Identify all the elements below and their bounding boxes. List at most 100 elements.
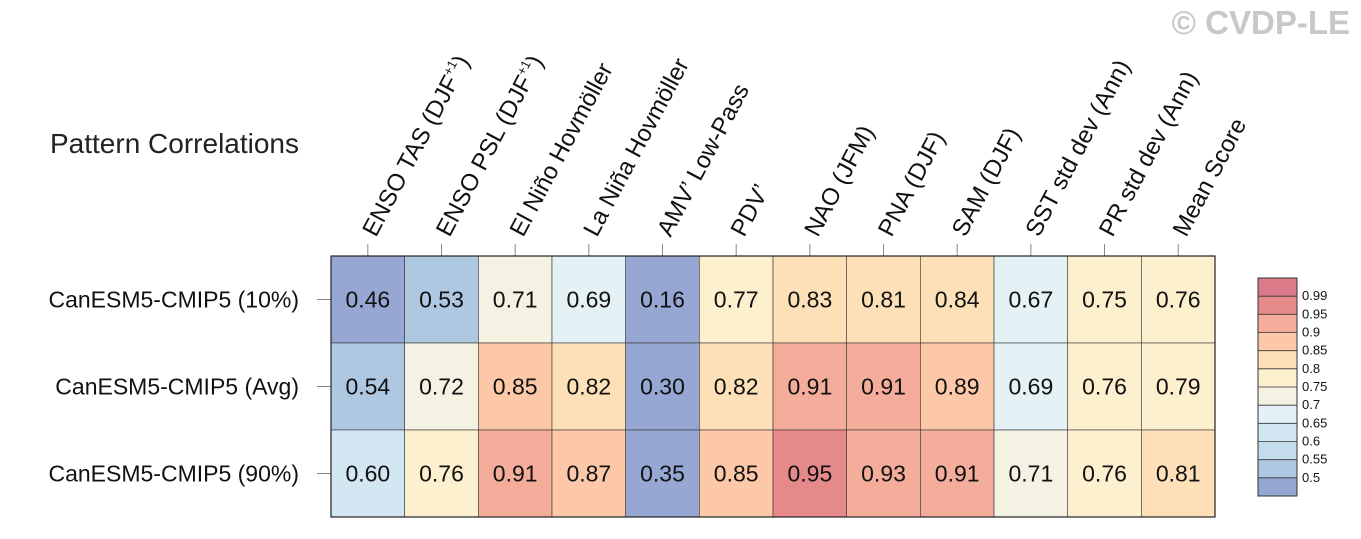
colorbar-tick-label: 0.95 xyxy=(1302,306,1327,321)
heatmap-cell xyxy=(846,429,921,518)
cell-value-label: 0.85 xyxy=(714,461,759,487)
cell-value-label: 0.67 xyxy=(1008,287,1053,313)
colorbar-segment xyxy=(1258,459,1297,478)
colorbar-segment xyxy=(1258,296,1297,315)
heatmap-frame xyxy=(330,255,1216,518)
colorbar-segment xyxy=(1258,368,1297,387)
column-label-text: SAM (DJF) xyxy=(947,123,1027,240)
colorbar-segment xyxy=(1258,441,1297,460)
heatmap-cell xyxy=(772,429,847,518)
cell-value-label: 0.76 xyxy=(419,461,464,487)
heatmap-cell xyxy=(1141,342,1216,431)
cell-value-label: 0.76 xyxy=(1082,461,1127,487)
colorbar-segment xyxy=(1258,477,1297,496)
cell-value-label: 0.46 xyxy=(345,287,390,313)
cell-value-label: 0.72 xyxy=(419,374,464,400)
cell-value-label: 0.91 xyxy=(935,461,980,487)
column-label-text: PNA (DJF) xyxy=(873,127,951,241)
chart-title: Pattern Correlations xyxy=(50,128,299,159)
row-label: CanESM5-CMIP5 (Avg) xyxy=(55,374,299,400)
colorbar-tick-label: 0.55 xyxy=(1302,452,1327,467)
heatmap-cell xyxy=(625,429,700,518)
cell-value-label: 0.53 xyxy=(419,287,464,313)
cell-value-label: 0.82 xyxy=(566,374,611,400)
heatmap-cell xyxy=(551,429,626,518)
heatmap-cell xyxy=(1141,255,1216,344)
colorbar-tick-label: 0.5 xyxy=(1302,470,1320,485)
colorbar-segment xyxy=(1258,387,1297,406)
heatmap-cell xyxy=(625,342,700,431)
colorbar-segment xyxy=(1258,350,1297,369)
column-label: PDV’ xyxy=(726,180,776,241)
heatmap-cell xyxy=(920,342,995,431)
heatmap-cell xyxy=(330,342,405,431)
row-label: CanESM5-CMIP5 (10%) xyxy=(48,287,299,313)
cell-value-label: 0.81 xyxy=(1156,461,1201,487)
colorbar-frame xyxy=(1257,277,1298,497)
heatmap-cell xyxy=(1141,429,1216,518)
cell-value-label: 0.91 xyxy=(787,374,832,400)
colorbar-tick-label: 0.8 xyxy=(1302,361,1320,376)
cell-value-label: 0.87 xyxy=(566,461,611,487)
cell-value-label: 0.75 xyxy=(1082,287,1127,313)
column-label-superscript: +1 xyxy=(514,58,534,78)
column-labels: ENSO TAS (DJF+1)ENSO PSL (DJF+1)El Niño … xyxy=(357,51,1253,256)
cell-value-label: 0.91 xyxy=(861,374,906,400)
column-label: SAM (DJF) xyxy=(947,123,1027,240)
heatmap-cell xyxy=(551,255,626,344)
cell-value-label: 0.35 xyxy=(640,461,685,487)
cell-value-label: 0.91 xyxy=(493,461,538,487)
column-label-superscript: +1 xyxy=(440,58,460,78)
cell-value-label: 0.93 xyxy=(861,461,906,487)
heatmap-cell xyxy=(772,342,847,431)
colorbar-segment xyxy=(1258,405,1297,424)
heatmap-cell xyxy=(772,255,847,344)
heatmap-cell xyxy=(920,255,995,344)
colorbar-tick-label: 0.7 xyxy=(1302,397,1320,412)
cell-value-label: 0.85 xyxy=(493,374,538,400)
heatmap-cell xyxy=(478,342,553,431)
cell-value-label: 0.76 xyxy=(1082,374,1127,400)
row-labels: CanESM5-CMIP5 (10%) CanESM5-CMIP5 (Avg) Ca… xyxy=(48,287,331,487)
heatmap-cell xyxy=(699,255,774,344)
heatmap-cell xyxy=(699,342,774,431)
cell-value-label: 0.77 xyxy=(714,287,759,313)
heatmap-cell xyxy=(1067,255,1142,344)
row-label: CanESM5-CMIP5 (90%) xyxy=(48,461,299,487)
cell-value-label: 0.54 xyxy=(345,374,390,400)
cell-value-label: 0.69 xyxy=(566,287,611,313)
column-label: PNA (DJF) xyxy=(873,127,951,241)
heatmap-cell xyxy=(625,255,700,344)
heatmap-cell xyxy=(478,255,553,344)
heatmap-cell xyxy=(551,342,626,431)
cell-value-label: 0.95 xyxy=(787,461,832,487)
cell-value-label: 0.71 xyxy=(493,287,538,313)
colorbar-segment xyxy=(1258,314,1297,333)
colorbar-segment xyxy=(1258,278,1297,297)
column-label: NAO (JFM) xyxy=(799,121,880,241)
cell-value-label: 0.69 xyxy=(1008,374,1053,400)
heatmap-cells: 0.46 0.53 0.71 0.69 0.16 0.77 0.83 0.81 0.84 0.67… xyxy=(330,255,1216,518)
cell-value-label: 0.84 xyxy=(935,287,980,313)
cell-value-label: 0.76 xyxy=(1156,287,1201,313)
colorbar: 0.99 0.95 0.9 0.85 0.8 0.75 0.7 0.65 0.6 0.55 0.5 xyxy=(1257,277,1327,497)
heatmap-cell xyxy=(699,429,774,518)
heatmap-cell xyxy=(1067,429,1142,518)
heatmap-cell xyxy=(330,429,405,518)
cell-value-label: 0.79 xyxy=(1156,374,1201,400)
colorbar-tick-label: 0.75 xyxy=(1302,379,1327,394)
cell-value-label: 0.81 xyxy=(861,287,906,313)
cell-value-label: 0.82 xyxy=(714,374,759,400)
colorbar-tick-label: 0.9 xyxy=(1302,325,1320,340)
cell-value-label: 0.89 xyxy=(935,374,980,400)
colorbar-segment xyxy=(1258,423,1297,442)
colorbar-tick-label: 0.6 xyxy=(1302,434,1320,449)
heatmap-cell xyxy=(404,429,479,518)
colorbar-tick-label: 0.99 xyxy=(1302,288,1327,303)
colorbar-tick-label: 0.85 xyxy=(1302,343,1327,358)
colorbar-tick-label: 0.65 xyxy=(1302,415,1327,430)
heatmap-cell xyxy=(478,429,553,518)
column-label: Mean Score xyxy=(1168,114,1253,241)
column-label-text: NAO (JFM) xyxy=(799,121,880,241)
colorbar-segment xyxy=(1258,332,1297,351)
